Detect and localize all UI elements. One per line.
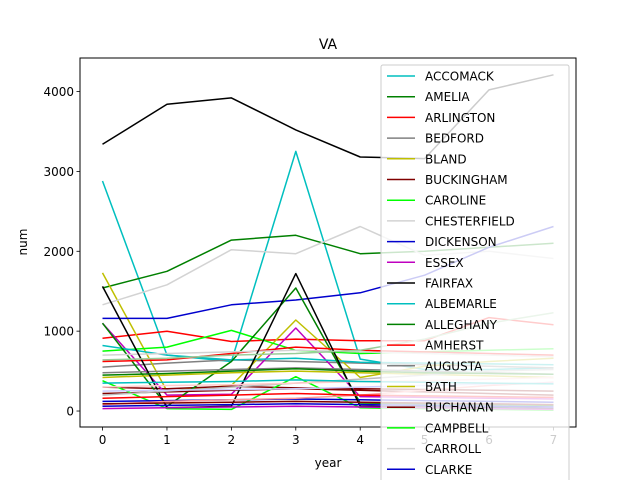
y-tick-label: 0 [66, 405, 74, 419]
legend-label-albemarle: ALBEMARLE [425, 297, 497, 311]
legend-label-fairfax: FAIRFAX [425, 277, 473, 291]
legend-label-amherst: AMHERST [425, 339, 484, 353]
legend-label-amelia: AMELIA [425, 90, 470, 104]
legend-label-arlington: ARLINGTON [425, 111, 495, 125]
legend-label-accomack: ACCOMACK [425, 70, 495, 84]
legend-label-caroline: CAROLINE [425, 194, 486, 208]
y-tick-label: 3000 [43, 165, 74, 179]
legend-label-dickenson: DICKENSON [425, 235, 497, 249]
x-tick-label: 0 [99, 433, 107, 447]
legend-label-bland: BLAND [425, 152, 467, 166]
legend-label-bath: BATH [425, 380, 457, 394]
y-tick-label: 1000 [43, 325, 74, 339]
legend-box [380, 64, 570, 480]
y-axis-label: num [16, 229, 30, 256]
x-tick-label: 3 [292, 433, 300, 447]
x-axis-label: year [315, 456, 342, 470]
legend-label-alleghany: ALLEGHANY [425, 318, 498, 332]
legend-label-carroll: CARROLL [425, 442, 481, 456]
legend: ACCOMACK AMELIA ARLINGTON BEDFORD BLAND BUCKI… [380, 64, 570, 480]
x-tick-label: 4 [356, 433, 364, 447]
legend-label-augusta: AUGUSTA [425, 359, 483, 373]
y-tick-label: 4000 [43, 85, 74, 99]
x-tick-label: 2 [228, 433, 236, 447]
legend-label-campbell: CAMPBELL [425, 421, 489, 435]
chart-title: VA [319, 37, 338, 53]
plot-frame [79, 57, 577, 428]
legend-label-buckingham: BUCKINGHAM [425, 173, 508, 187]
legend-label-bedford: BEDFORD [425, 132, 484, 146]
legend-label-buchanan: BUCHANAN [425, 401, 494, 415]
y-tick-label: 2000 [43, 245, 74, 259]
x-tick-label: 1 [163, 433, 171, 447]
legend-label-essex: ESSEX [425, 256, 464, 270]
legend-entries: ACCOMACK AMELIA ARLINGTON BEDFORD BLAND BUCKI… [387, 70, 515, 477]
legend-label-chesterfield: CHESTERFIELD [425, 214, 515, 228]
y-axis: 0 1000 2000 3000 4000 [43, 85, 80, 419]
legend-label-clarke: CLARKE [425, 463, 472, 477]
